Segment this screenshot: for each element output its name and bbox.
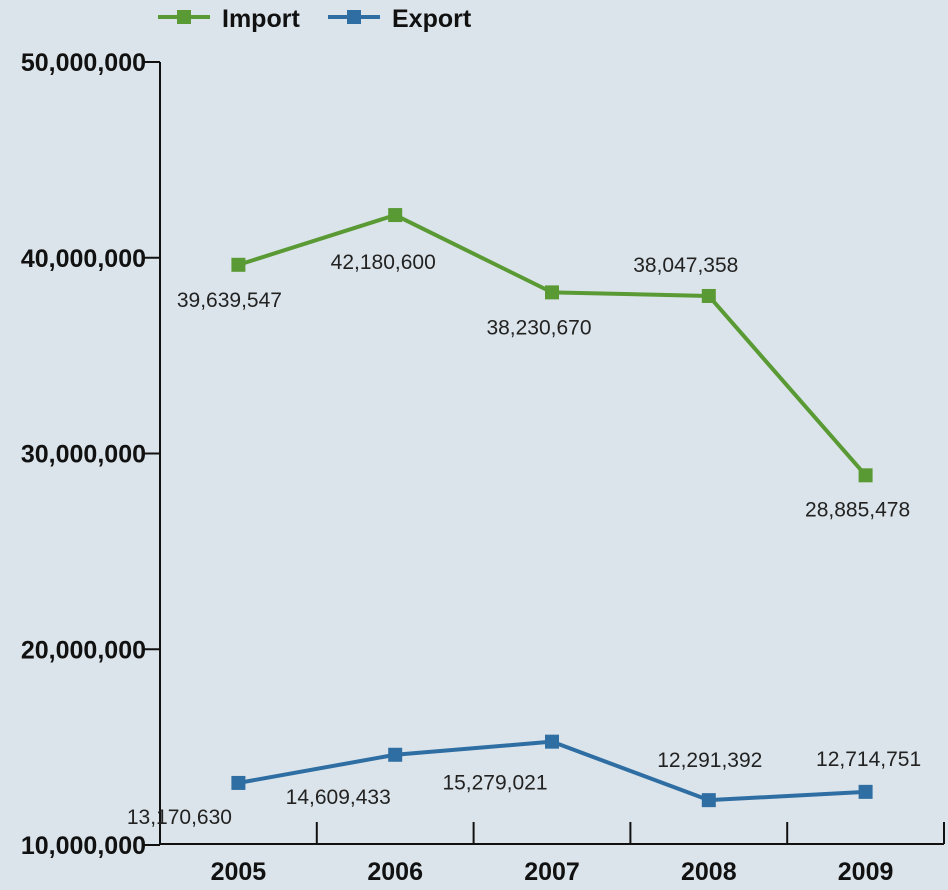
x-tick-label: 2009 — [838, 858, 894, 886]
data-point — [388, 747, 403, 762]
data-point — [858, 468, 873, 483]
data-label: 12,714,751 — [816, 748, 921, 771]
legend-label: Export — [392, 5, 472, 33]
data-point — [701, 288, 716, 303]
data-label: 38,047,358 — [633, 254, 738, 277]
data-point — [388, 208, 403, 223]
y-tick-label: 10,000,000 — [21, 832, 146, 860]
legend-item-import: Import — [158, 5, 300, 33]
legend: Import Export — [158, 5, 472, 33]
legend-label: Import — [222, 5, 300, 33]
data-label: 42,180,600 — [331, 251, 436, 274]
data-point — [701, 793, 716, 808]
y-tick-label: 20,000,000 — [21, 636, 146, 664]
data-label: 39,639,547 — [177, 289, 282, 312]
data-label: 15,279,021 — [442, 772, 547, 795]
data-point — [231, 775, 246, 790]
legend-marker — [347, 10, 361, 24]
axes: 10,000,000 20,000,000 30,000,000 40,000,000… — [21, 49, 945, 886]
series-export: 13,170,630 14,609,433 15,279,021 12,291,392… — [127, 734, 921, 829]
legend-item-export: Export — [328, 5, 472, 33]
data-label: 14,609,433 — [286, 786, 391, 809]
y-tick-label: 50,000,000 — [21, 49, 146, 77]
data-label: 12,291,392 — [657, 749, 762, 772]
data-label: 38,230,670 — [486, 316, 591, 339]
y-tick-label: 40,000,000 — [21, 245, 146, 273]
data-point — [545, 285, 559, 300]
series-import: 39,639,547 42,180,600 38,230,670 38,047,358… — [177, 208, 910, 521]
legend-marker — [177, 10, 191, 24]
series-layer: 39,639,547 42,180,600 38,230,670 38,047,358… — [127, 208, 921, 829]
x-tick-label: 2007 — [524, 858, 580, 886]
x-tick-label: 2005 — [211, 858, 267, 886]
data-point — [545, 734, 559, 749]
data-point — [231, 257, 246, 272]
data-label: 28,885,478 — [805, 498, 910, 521]
x-tick-label: 2008 — [681, 858, 737, 886]
y-tick-label: 30,000,000 — [21, 441, 146, 469]
x-tick-label: 2006 — [367, 858, 423, 886]
data-point — [858, 784, 873, 799]
data-label: 13,170,630 — [127, 806, 232, 829]
